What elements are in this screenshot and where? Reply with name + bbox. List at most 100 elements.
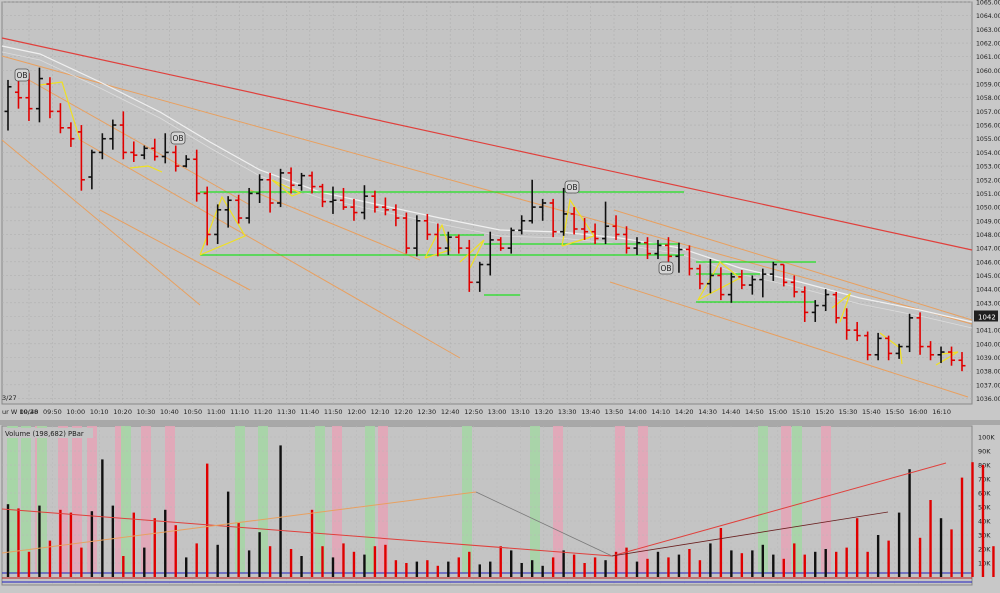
volume-bar xyxy=(803,554,806,577)
x-tick-label: 15:30 xyxy=(839,408,858,416)
x-tick-label: 13:20 xyxy=(534,408,553,416)
volume-bar xyxy=(342,543,345,577)
volume-bar xyxy=(80,547,83,577)
volume-bar xyxy=(541,565,544,577)
date-label: ur W 10/28 xyxy=(2,408,38,416)
x-tick-label: 10:00 xyxy=(66,408,85,416)
volume-bar xyxy=(593,557,597,577)
volume-tick-label: 20K xyxy=(978,546,991,554)
y-tick-label: 1036.00 xyxy=(976,396,1000,403)
date-label: 3/27 xyxy=(2,394,17,402)
volume-shade-zone xyxy=(332,426,342,573)
volume-bar xyxy=(992,546,995,577)
volume-bar xyxy=(782,558,785,577)
volume-bar xyxy=(216,544,219,577)
volume-bar xyxy=(562,550,565,577)
volume-panel xyxy=(1,425,973,586)
y-tick-label: 1062.00 xyxy=(976,41,1000,48)
volume-bar xyxy=(614,551,618,577)
volume-bar xyxy=(625,547,628,577)
wedge-pattern xyxy=(129,165,163,173)
volume-bar xyxy=(415,561,419,577)
volume-trendline xyxy=(1,491,477,554)
volume-bar xyxy=(426,560,429,577)
volume-bar xyxy=(38,505,41,577)
volume-bar xyxy=(751,550,754,577)
x-tick-label: 15:20 xyxy=(815,408,834,416)
volume-bar xyxy=(394,560,398,577)
volume-bar xyxy=(111,505,115,577)
volume-bar xyxy=(59,509,62,577)
moving-average xyxy=(1,45,973,323)
volume-tick-label: 90K xyxy=(978,448,991,456)
y-tick-label: 1057.00 xyxy=(976,109,1000,116)
volume-bar xyxy=(635,561,639,577)
ob-annotation: OB xyxy=(566,183,577,192)
volume-bar xyxy=(793,543,796,577)
volume-bar xyxy=(897,512,901,577)
x-tick-label: 11:30 xyxy=(277,408,296,416)
volume-bar xyxy=(321,546,324,577)
x-tick-label: 10:10 xyxy=(90,408,109,416)
volume-bar xyxy=(950,529,953,577)
volume-bar xyxy=(971,462,974,577)
volume-bar xyxy=(174,525,177,577)
ob-annotation: OB xyxy=(172,134,183,143)
volume-shade-zone xyxy=(638,426,648,573)
y-tick-label: 1060.00 xyxy=(976,68,1000,75)
channel-line xyxy=(249,189,421,261)
volume-bar xyxy=(855,518,859,577)
volume-bar xyxy=(331,557,335,577)
volume-bar xyxy=(384,544,387,577)
volume-bar xyxy=(814,551,817,577)
volume-shade-zone xyxy=(37,426,47,573)
volume-bar xyxy=(688,549,691,577)
volume-tick-label: 60K xyxy=(978,490,991,498)
x-tick-label: 15:40 xyxy=(862,408,881,416)
volume-shade-zone xyxy=(121,426,131,573)
x-tick-label: 12:50 xyxy=(464,408,483,416)
volume-trendline xyxy=(611,511,889,557)
volume-shade-zone xyxy=(365,426,375,573)
wedge-pattern xyxy=(697,261,742,301)
volume-bar xyxy=(667,557,670,577)
volume-bar xyxy=(845,547,848,577)
volume-bar xyxy=(205,463,209,577)
trend-line xyxy=(1,37,973,251)
volume-bar xyxy=(583,563,586,577)
y-tick-label: 1064.00 xyxy=(976,13,1000,20)
volume-tick-label: 70K xyxy=(978,476,991,484)
volume-bar xyxy=(363,554,366,577)
y-tick-label: 1051.00 xyxy=(976,191,1000,198)
x-tick-label: 14:50 xyxy=(745,408,764,416)
x-tick-label: 13:40 xyxy=(581,408,600,416)
volume-bar xyxy=(447,561,450,577)
volume-shade-zone xyxy=(8,426,18,573)
channel-line xyxy=(79,139,461,359)
volume-tick-label: 10K xyxy=(978,560,991,568)
volume-bar xyxy=(468,551,471,577)
volume-bar xyxy=(876,535,880,577)
ob-annotation-box xyxy=(658,261,674,275)
volume-bar xyxy=(499,546,502,577)
x-tick-label: 14:00 xyxy=(628,408,647,416)
volume-bar xyxy=(646,558,649,577)
x-tick-label: 15:50 xyxy=(885,408,904,416)
volume-bar xyxy=(918,537,922,577)
channel-line xyxy=(99,209,251,291)
volume-bar xyxy=(761,544,765,577)
volume-bar xyxy=(520,563,523,577)
volume-tick-label: 50K xyxy=(978,504,991,512)
x-tick-label: 11:20 xyxy=(254,408,273,416)
x-tick-label: 11:50 xyxy=(324,408,343,416)
volume-shade-zone xyxy=(315,426,325,573)
x-tick-label: 10:50 xyxy=(183,408,202,416)
wedge-pattern xyxy=(831,292,852,323)
volume-tick-label: 40K xyxy=(978,518,991,526)
volume-bar xyxy=(258,532,261,577)
ob-annotation-box xyxy=(14,68,30,82)
y-tick-label: 1059.00 xyxy=(976,82,1000,89)
y-tick-label: 1037.00 xyxy=(976,382,1000,389)
x-tick-label: 14:20 xyxy=(675,408,694,416)
channel-line xyxy=(1,55,973,325)
